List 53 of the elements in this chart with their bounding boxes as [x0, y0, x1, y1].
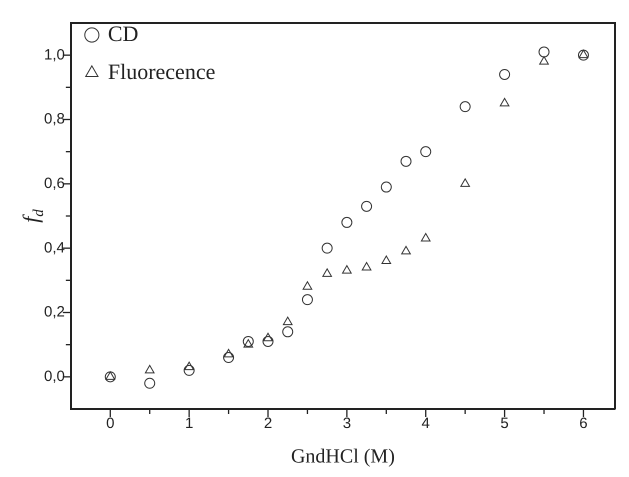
point	[184, 362, 194, 370]
point	[460, 178, 470, 187]
point	[341, 216, 352, 228]
point	[282, 326, 294, 338]
point	[262, 336, 274, 347]
point	[105, 371, 116, 380]
point	[381, 256, 392, 264]
point	[499, 68, 510, 80]
x-tick-label: 5	[500, 415, 509, 432]
point	[302, 294, 313, 306]
y-tick-label: 0,6	[44, 174, 65, 192]
x-axis-title: GndHCl (M)	[290, 445, 395, 468]
x-tick-label: 2	[264, 415, 272, 432]
point	[263, 332, 273, 342]
point	[282, 316, 293, 326]
point	[538, 46, 550, 58]
point	[578, 50, 589, 61]
point	[362, 262, 372, 270]
y-tick-label: 0,4	[44, 239, 65, 256]
point	[400, 156, 412, 167]
point	[242, 336, 254, 347]
point	[539, 56, 549, 65]
y-tick-label: 0,8	[44, 110, 65, 128]
point	[460, 101, 471, 112]
point	[342, 265, 352, 274]
point	[420, 233, 431, 242]
x-tick-label: 0	[106, 415, 114, 432]
point	[500, 98, 510, 106]
point	[224, 348, 234, 358]
y-axis-title: fd	[18, 208, 47, 223]
point	[144, 378, 156, 389]
point	[420, 146, 432, 158]
point	[302, 281, 312, 290]
point	[361, 200, 372, 212]
point	[380, 182, 392, 193]
y-tick-label: 0,0	[44, 368, 65, 385]
legend-label: CD	[108, 20, 138, 46]
x-tick-label: 6	[579, 415, 588, 432]
y-tick-label: 1,0	[44, 46, 65, 64]
point	[223, 352, 234, 364]
x-tick-label: 1	[184, 415, 194, 432]
point	[322, 242, 333, 254]
point	[578, 50, 588, 58]
point	[243, 339, 254, 348]
point	[184, 364, 195, 376]
x-tick-label: 4	[422, 415, 430, 432]
point	[144, 364, 155, 374]
x-tick-label: 3	[342, 415, 352, 432]
legend-label: Fluorecence	[108, 58, 216, 84]
point	[322, 268, 332, 277]
point	[401, 246, 411, 254]
point	[104, 371, 116, 382]
y-tick-label: 0,2	[44, 304, 65, 321]
